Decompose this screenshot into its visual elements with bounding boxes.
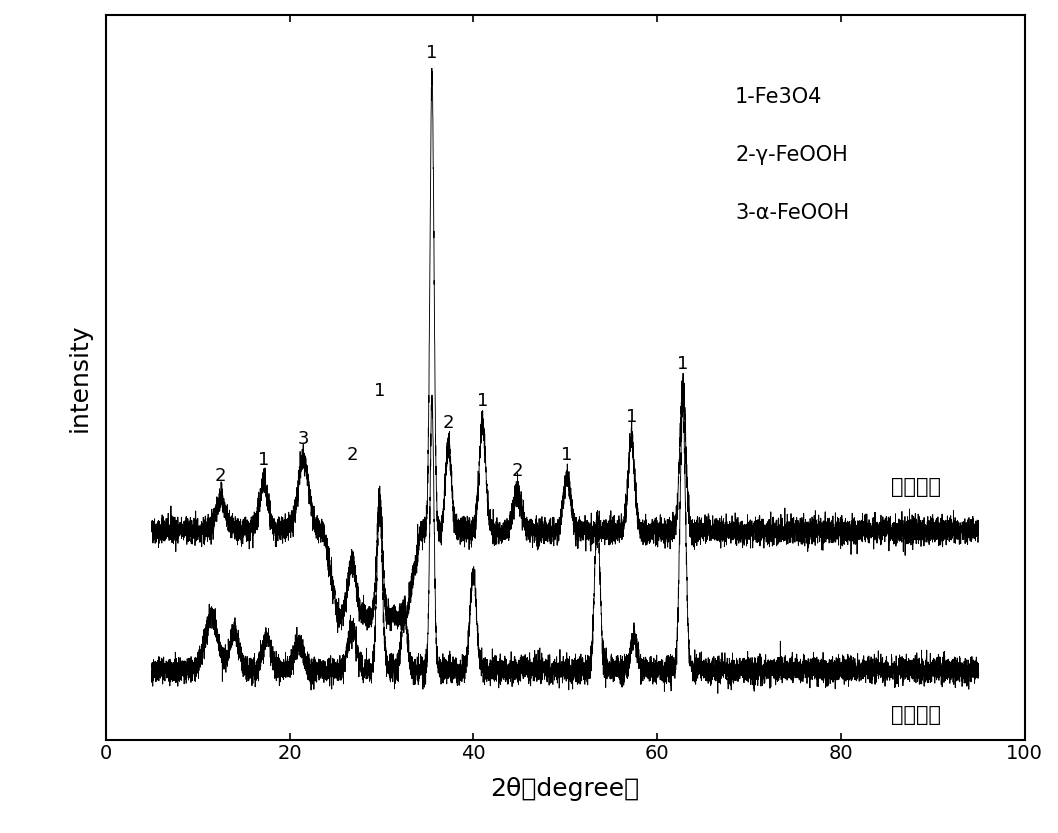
Text: 1-Fe3O4: 1-Fe3O4 — [735, 87, 822, 107]
Text: 2: 2 — [346, 446, 358, 464]
Text: 2: 2 — [215, 467, 226, 485]
Text: 2: 2 — [512, 461, 523, 480]
Text: 2: 2 — [442, 414, 454, 431]
Y-axis label: intensity: intensity — [68, 323, 92, 431]
X-axis label: 2θ（degree）: 2θ（degree） — [491, 777, 640, 801]
Text: 3-α-FeOOH: 3-α-FeOOH — [735, 203, 850, 223]
Text: 1: 1 — [426, 44, 438, 62]
Text: 1: 1 — [677, 355, 689, 372]
Text: 屎内加速: 屎内加速 — [891, 705, 942, 725]
Text: 户外暴露: 户外暴露 — [891, 477, 942, 497]
Text: 3: 3 — [297, 430, 309, 447]
Text: 1: 1 — [562, 446, 572, 464]
Text: 2-γ-FeOOH: 2-γ-FeOOH — [735, 146, 847, 166]
Text: 1: 1 — [258, 451, 270, 469]
Text: 1: 1 — [477, 392, 488, 410]
Text: 1: 1 — [625, 408, 637, 426]
Text: 1: 1 — [373, 382, 385, 400]
